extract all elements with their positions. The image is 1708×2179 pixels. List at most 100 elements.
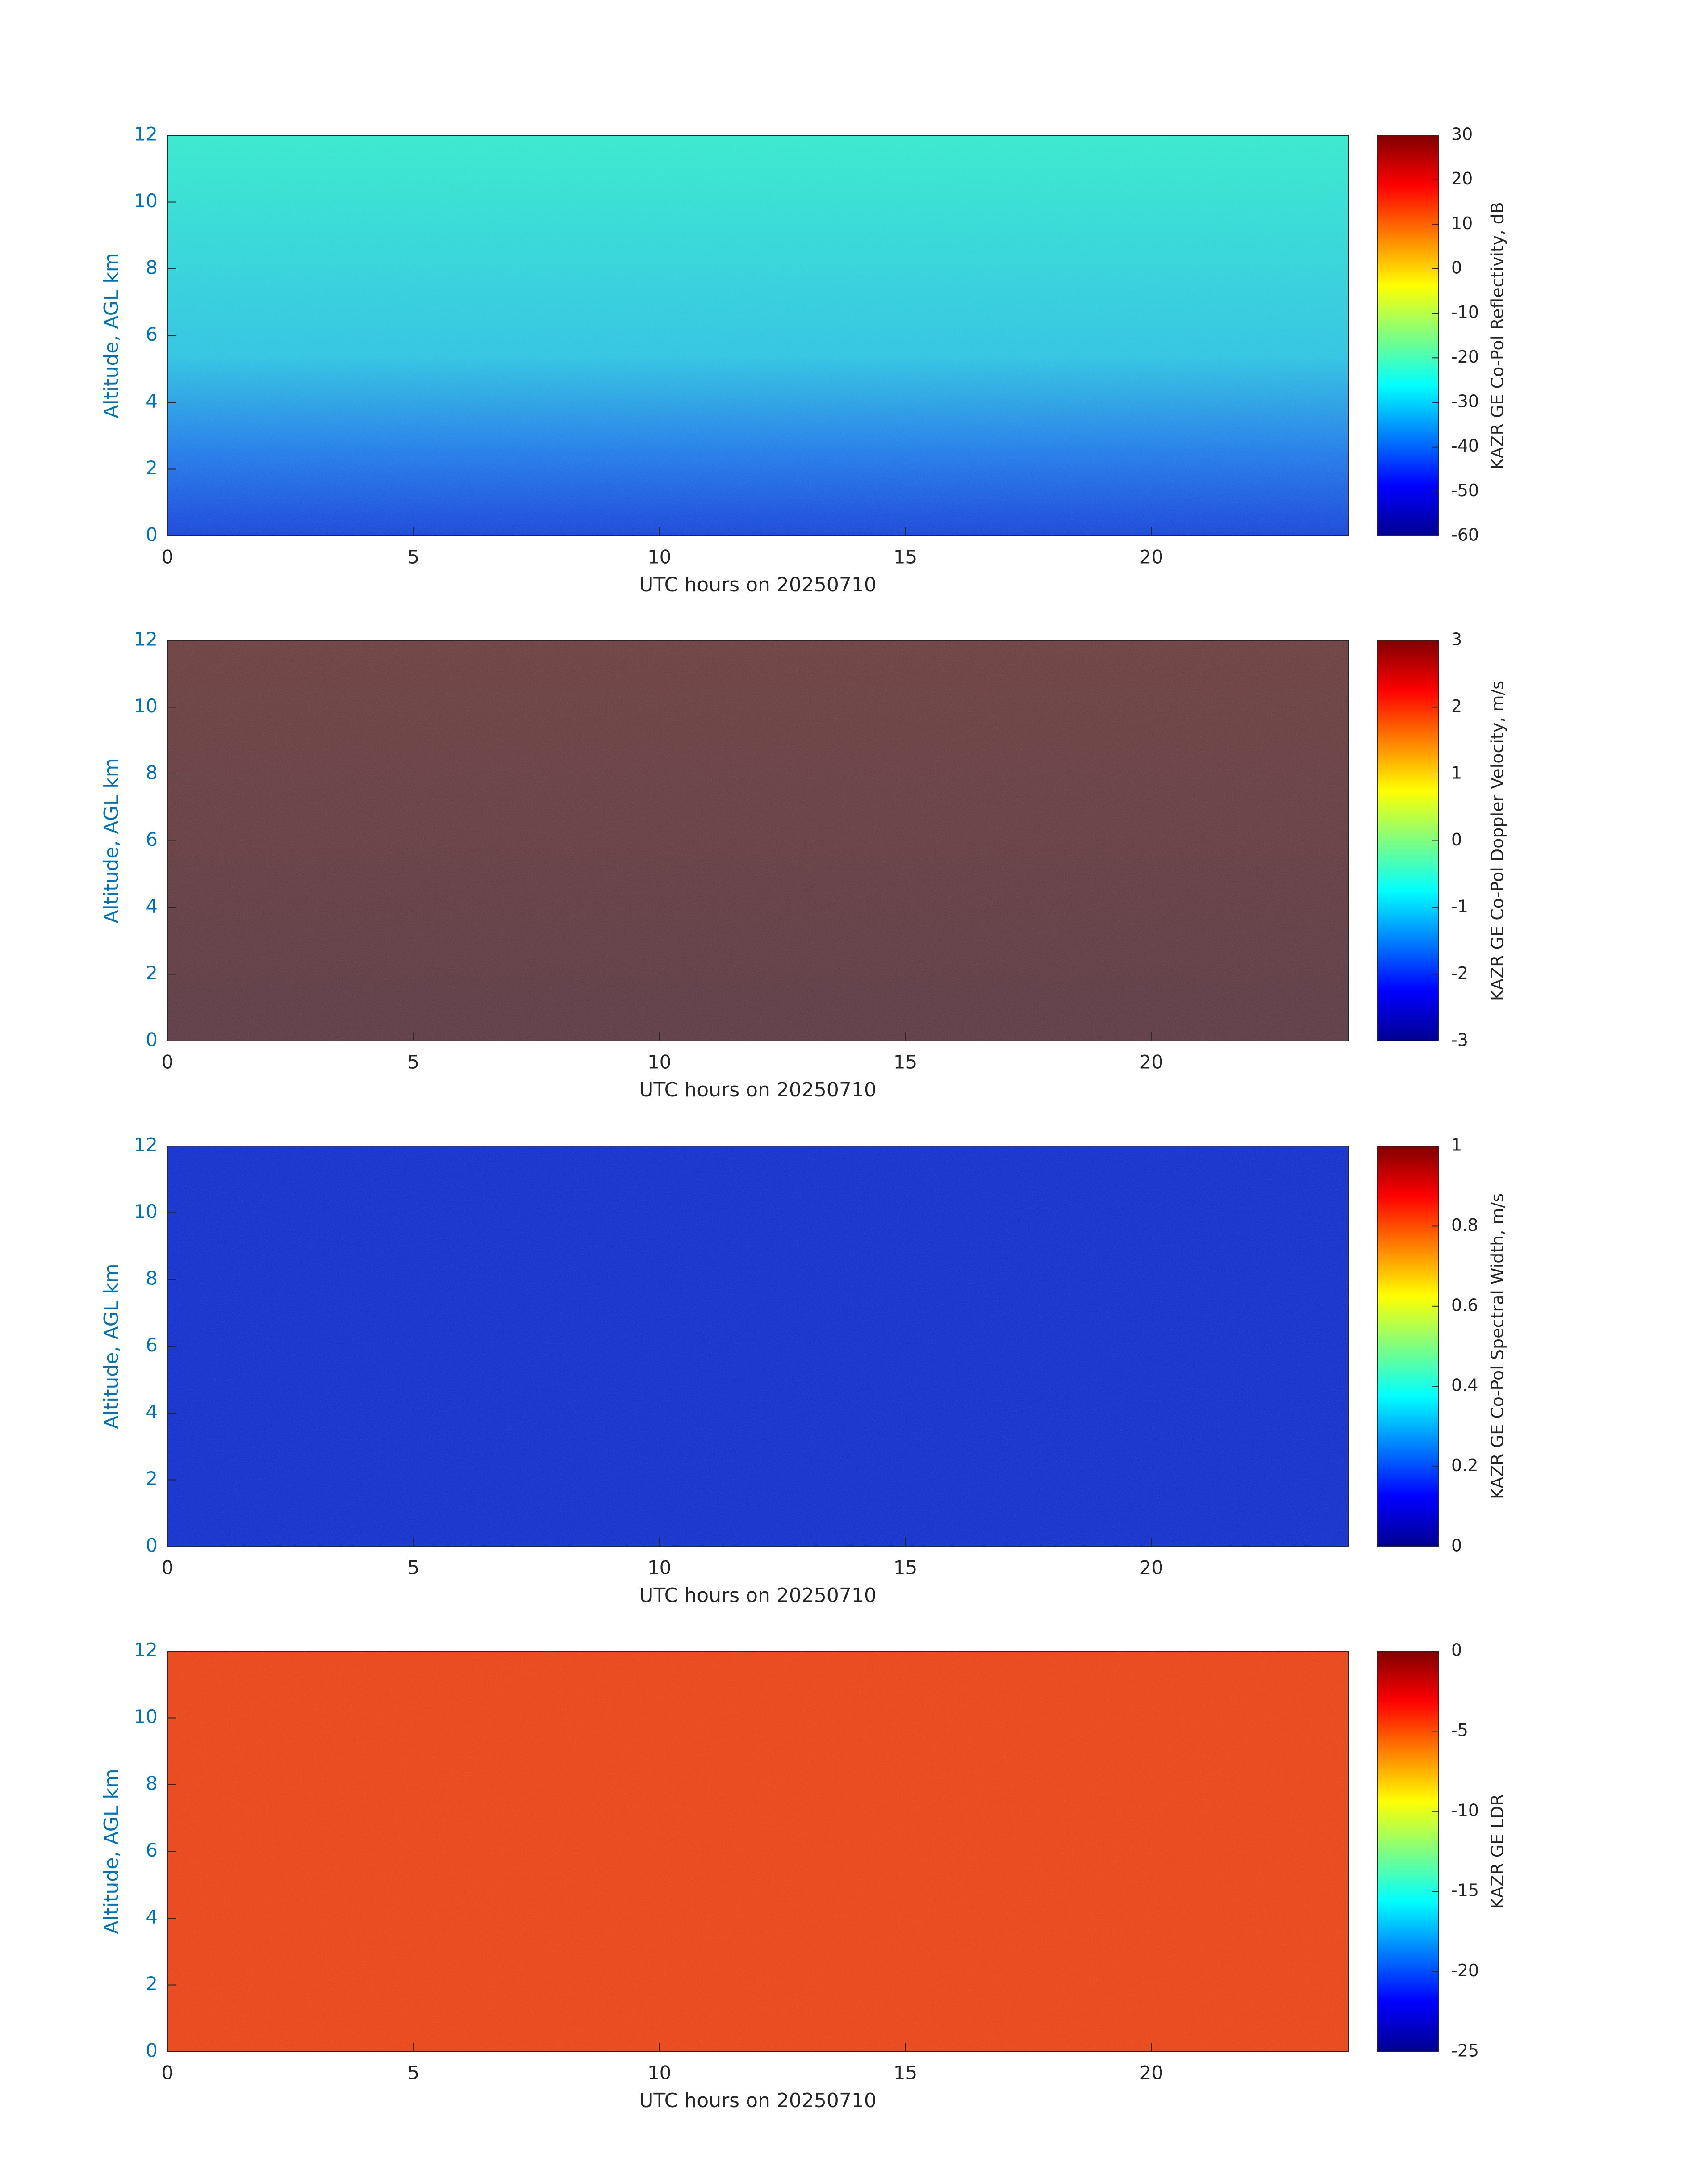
y-tick-label: 4 bbox=[146, 1906, 158, 1928]
y-tick-label: 8 bbox=[146, 1773, 158, 1794]
y-tick-label: 8 bbox=[146, 762, 158, 784]
x-axis-label: UTC hours on 20250710 bbox=[639, 1079, 877, 1101]
y-tick-label: 4 bbox=[146, 390, 158, 412]
y-tick-label: 10 bbox=[134, 1706, 158, 1727]
colorbar-label: KAZR GE Co-Pol Reflectivity, dB bbox=[1488, 202, 1508, 469]
colorbar-tick-label: -10 bbox=[1451, 302, 1479, 322]
colorbar-tick-label: 0.4 bbox=[1451, 1376, 1478, 1395]
x-tick-label: 0 bbox=[162, 2062, 174, 2084]
colorbar-tick-label: 0 bbox=[1451, 830, 1462, 849]
y-tick-label: 4 bbox=[146, 1401, 158, 1423]
x-axis-label: UTC hours on 20250710 bbox=[639, 1584, 877, 1607]
y-tick-label: 2 bbox=[146, 1468, 158, 1489]
colorbar-tick-label: 0.6 bbox=[1451, 1295, 1478, 1315]
colorbar-label: KAZR GE LDR bbox=[1488, 1794, 1508, 1909]
y-axis-label: Altitude, AGL km bbox=[100, 1263, 123, 1429]
radar-noise bbox=[167, 1651, 1348, 2052]
x-tick-label: 10 bbox=[647, 1557, 671, 1579]
colorbar-tick-label: -50 bbox=[1451, 481, 1479, 500]
colorbar-tick-label: -10 bbox=[1451, 1800, 1479, 1820]
colorbar bbox=[1377, 1146, 1439, 1547]
x-tick-label: 5 bbox=[407, 1557, 419, 1579]
x-tick-label: 10 bbox=[647, 546, 671, 568]
colorbar-tick-label: 1 bbox=[1451, 763, 1462, 783]
colorbar-label: KAZR GE Co-Pol Doppler Velocity, m/s bbox=[1488, 681, 1508, 1001]
y-tick-label: 8 bbox=[146, 257, 158, 279]
colorbar-tick-label: 0.2 bbox=[1451, 1455, 1478, 1475]
colorbar-tick-label: 2 bbox=[1451, 696, 1462, 716]
y-tick-label: 6 bbox=[146, 1839, 158, 1861]
y-tick-label: 4 bbox=[146, 895, 158, 917]
colorbar-tick-label: -25 bbox=[1451, 2041, 1479, 2061]
x-tick-label: 15 bbox=[894, 1557, 917, 1579]
colorbar bbox=[1377, 135, 1439, 536]
x-tick-label: 0 bbox=[162, 1051, 174, 1073]
colorbar-tick-label: 0 bbox=[1451, 258, 1462, 278]
x-tick-label: 0 bbox=[162, 1557, 174, 1579]
colorbar-tick-label: 0 bbox=[1451, 1536, 1462, 1556]
x-tick-label: 20 bbox=[1140, 1051, 1163, 1073]
colorbar-tick-label: -15 bbox=[1451, 1881, 1479, 1900]
colorbar-tick-label: -20 bbox=[1451, 1961, 1479, 1980]
colorbar-tick-label: -2 bbox=[1451, 963, 1468, 983]
colorbar bbox=[1377, 640, 1439, 1041]
colorbar-tick-label: -40 bbox=[1451, 436, 1479, 456]
x-tick-label: 5 bbox=[407, 546, 419, 568]
y-tick-label: 0 bbox=[146, 524, 158, 546]
colorbar-tick-label: 20 bbox=[1451, 169, 1473, 188]
colorbar-tick-label: -60 bbox=[1451, 525, 1479, 545]
y-tick-label: 0 bbox=[146, 1535, 158, 1556]
y-tick-label: 2 bbox=[146, 457, 158, 479]
x-tick-label: 0 bbox=[162, 546, 174, 568]
panel: 0 5 10 15 20 0 2 4 6 8 10 12 UTC hours on 20250710 Al… bbox=[100, 123, 1508, 597]
radar-noise bbox=[167, 1146, 1348, 1547]
colorbar-label: KAZR GE Co-Pol Spectral Width, m/s bbox=[1488, 1193, 1508, 1499]
colorbar-tick-label: 1 bbox=[1451, 1135, 1462, 1155]
colorbar-tick-label: 3 bbox=[1451, 630, 1462, 649]
colorbar-tick-label: -20 bbox=[1451, 347, 1479, 367]
y-axis-label: Altitude, AGL km bbox=[100, 758, 123, 923]
x-tick-label: 15 bbox=[894, 2062, 917, 2084]
y-tick-label: 2 bbox=[146, 1973, 158, 1995]
y-tick-label: 10 bbox=[134, 1200, 158, 1222]
colorbar-tick-label: 10 bbox=[1451, 213, 1473, 233]
x-axis-label: UTC hours on 20250710 bbox=[639, 2089, 877, 2112]
panel: 0 5 10 15 20 0 2 4 6 8 10 12 UTC hours on 20250710 Al… bbox=[100, 1639, 1508, 2112]
y-tick-label: 2 bbox=[146, 962, 158, 984]
y-axis-label: Altitude, AGL km bbox=[100, 1769, 123, 1934]
y-tick-label: 6 bbox=[146, 1334, 158, 1356]
x-tick-label: 10 bbox=[647, 2062, 671, 2084]
y-tick-label: 12 bbox=[134, 123, 158, 145]
y-axis-label: Altitude, AGL km bbox=[100, 253, 123, 418]
y-tick-label: 12 bbox=[134, 1134, 158, 1156]
x-tick-label: 15 bbox=[894, 546, 917, 568]
x-tick-label: 10 bbox=[647, 1051, 671, 1073]
y-tick-label: 12 bbox=[134, 1639, 158, 1661]
colorbar bbox=[1377, 1651, 1439, 2052]
colorbar-tick-label: 0 bbox=[1451, 1640, 1462, 1660]
x-tick-label: 15 bbox=[894, 1051, 917, 1073]
y-tick-label: 6 bbox=[146, 828, 158, 850]
y-tick-label: 0 bbox=[146, 2040, 158, 2062]
y-tick-label: 10 bbox=[134, 190, 158, 212]
y-tick-label: 8 bbox=[146, 1267, 158, 1289]
y-tick-label: 0 bbox=[146, 1029, 158, 1051]
y-tick-label: 6 bbox=[146, 323, 158, 345]
colorbar-tick-label: -1 bbox=[1451, 897, 1468, 916]
x-tick-label: 20 bbox=[1140, 1557, 1163, 1579]
colorbar-tick-label: 0.8 bbox=[1451, 1215, 1478, 1235]
colorbar-tick-label: -30 bbox=[1451, 392, 1479, 411]
colorbar-tick-label: -5 bbox=[1451, 1720, 1468, 1740]
x-tick-label: 5 bbox=[407, 1051, 419, 1073]
x-tick-label: 20 bbox=[1140, 2062, 1163, 2084]
x-tick-label: 5 bbox=[407, 2062, 419, 2084]
x-axis-label: UTC hours on 20250710 bbox=[639, 573, 877, 596]
colorbar-tick-label: 30 bbox=[1451, 125, 1473, 144]
radar-noise bbox=[167, 640, 1348, 1041]
y-tick-label: 10 bbox=[134, 695, 158, 717]
radar-noise bbox=[167, 135, 1348, 536]
colorbar-tick-label: -3 bbox=[1451, 1030, 1468, 1050]
